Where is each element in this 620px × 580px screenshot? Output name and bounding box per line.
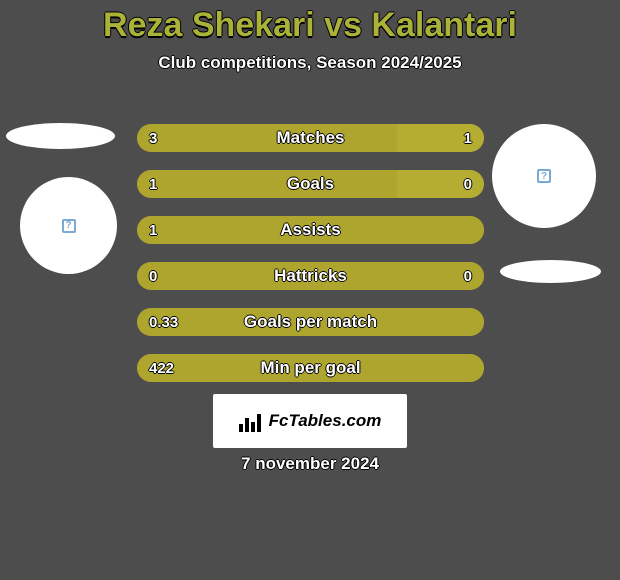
stat-label: Goals <box>137 170 484 198</box>
stat-row: Matches3 1 <box>137 124 484 152</box>
stat-row: Assists1 <box>137 216 484 244</box>
placeholder-icon: ? <box>537 169 551 183</box>
branding-text: FcTables.com <box>269 411 382 431</box>
stat-label: Hattricks <box>137 262 484 290</box>
stat-row: Goals1 0 <box>137 170 484 198</box>
stats-rows: Matches31Goals10Assists1Hattricks00Goals… <box>137 124 484 400</box>
stat-row: Min per goal422 <box>137 354 484 382</box>
stat-value-right: 0 <box>464 262 472 290</box>
ellipse-decor-right <box>500 260 601 283</box>
bar-chart-icon <box>239 410 263 432</box>
branding-badge: FcTables.com <box>213 394 407 448</box>
player-avatar-right: ? <box>492 124 596 228</box>
stat-value-right: 1 <box>464 124 472 152</box>
page-title: Reza Shekari vs Kalantari <box>0 0 620 45</box>
stat-value-left: 422 <box>149 354 174 382</box>
ellipse-decor-left <box>6 123 115 149</box>
stat-value-left: 0.33 <box>149 308 178 336</box>
stat-label: Goals per match <box>137 308 484 336</box>
stat-value-right: 0 <box>464 170 472 198</box>
stat-label: Assists <box>137 216 484 244</box>
stat-value-left: 3 <box>149 124 157 152</box>
stat-value-left: 1 <box>149 170 157 198</box>
stat-value-left: 1 <box>149 216 157 244</box>
stat-row: Goals per match0.33 <box>137 308 484 336</box>
stat-value-left: 0 <box>149 262 157 290</box>
subtitle: Club competitions, Season 2024/2025 <box>0 53 620 73</box>
placeholder-icon: ? <box>62 219 76 233</box>
stat-label: Min per goal <box>137 354 484 382</box>
player-avatar-left: ? <box>20 177 117 274</box>
stat-label: Matches <box>137 124 484 152</box>
stat-row: Hattricks0 0 <box>137 262 484 290</box>
date-label: 7 november 2024 <box>0 454 620 474</box>
